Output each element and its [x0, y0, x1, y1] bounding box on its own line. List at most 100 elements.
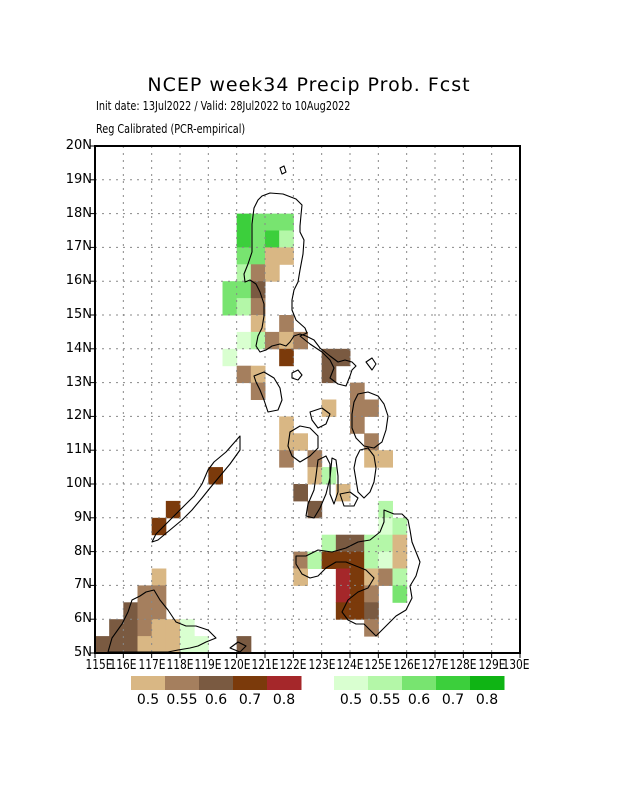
below-normal-legend-label: 0.8 — [272, 692, 296, 708]
probability-cell — [392, 585, 408, 603]
probability-cell — [95, 636, 110, 654]
probability-cell — [222, 281, 238, 299]
lat-label: 16N — [65, 273, 92, 289]
probability-cell — [236, 230, 252, 248]
coast-batanes — [279, 165, 287, 175]
probability-cell — [265, 331, 280, 350]
coast-mindanao — [295, 509, 421, 637]
probability-cell — [151, 585, 167, 603]
probability-cell — [165, 636, 181, 654]
below-normal-legend-swatch — [267, 676, 302, 690]
probability-cell — [123, 602, 138, 620]
probability-cell — [151, 568, 167, 586]
lon-label: 123E — [308, 658, 336, 673]
above-normal-legend-swatch — [334, 676, 369, 690]
probability-cell — [250, 247, 266, 265]
probability-cell — [392, 517, 408, 536]
above-normal-legend-label: 0.7 — [441, 692, 465, 708]
probability-cell — [350, 534, 365, 553]
probability-cell — [321, 399, 337, 417]
probability-cell — [321, 534, 337, 553]
probability-cell — [279, 230, 294, 248]
probability-cell — [279, 416, 294, 434]
probability-cell — [293, 568, 308, 586]
probability-cell — [293, 484, 308, 502]
probability-cell — [378, 551, 393, 569]
probability-cell — [307, 467, 323, 485]
coast-sulu — [229, 641, 247, 653]
below-normal-legend-swatch — [165, 676, 200, 690]
lon-label: 124E — [336, 658, 364, 673]
probability-cell — [378, 450, 393, 468]
probability-cell — [364, 399, 379, 417]
probability-cell — [236, 365, 252, 384]
probability-cell — [250, 264, 266, 282]
lat-label: 14N — [65, 340, 92, 356]
lon-label: 120E — [223, 658, 251, 673]
probability-cell — [279, 433, 294, 451]
probability-cell — [378, 568, 393, 586]
probability-cell — [364, 602, 379, 620]
probability-cell — [250, 213, 266, 231]
probability-cell — [236, 331, 252, 350]
lon-label: 125E — [364, 658, 392, 673]
lon-label: 122E — [279, 658, 307, 673]
probability-cell — [335, 602, 351, 620]
probability-cell — [236, 213, 252, 231]
probability-cell — [137, 619, 153, 637]
probability-cell — [151, 619, 167, 637]
coast-samar — [351, 391, 389, 449]
probability-cell — [321, 551, 337, 569]
probability-cell — [364, 568, 379, 586]
lon-label: 128E — [449, 658, 477, 673]
probability-cell — [165, 619, 181, 637]
probability-cell — [279, 315, 294, 333]
probability-cell — [279, 213, 294, 231]
coast-marinduque — [291, 369, 303, 381]
lon-label: 130E — [502, 658, 530, 673]
probability-cell — [293, 433, 308, 451]
probability-cell — [109, 636, 124, 654]
map-subtitle-method: Reg Calibrated (PCR-empirical) — [96, 121, 246, 136]
lat-label: 13N — [65, 374, 92, 390]
map-frame — [94, 145, 521, 654]
probability-cell — [137, 585, 153, 603]
probability-cell — [265, 230, 280, 248]
probability-cell — [392, 551, 408, 569]
probability-cell — [321, 348, 337, 367]
gridlines — [95, 146, 520, 653]
coast-borneo — [107, 589, 217, 653]
below-normal-legend-swatch — [233, 676, 268, 690]
probability-cell — [265, 264, 280, 282]
above-normal-legend-label: 0.5 — [339, 692, 363, 708]
probability-cell — [109, 619, 124, 637]
coast-palawan — [151, 435, 241, 543]
probability-cell — [250, 230, 266, 248]
legend-bars — [131, 676, 505, 690]
below-normal-legend-swatch — [199, 676, 234, 690]
lat-label: 12N — [65, 408, 92, 424]
below-normal-legend-label: 0.6 — [204, 692, 228, 708]
probability-cell — [279, 348, 294, 367]
lat-label: 11N — [65, 442, 92, 458]
probability-cell — [392, 534, 408, 553]
probability-cell — [265, 213, 280, 231]
probability-cell — [350, 585, 365, 603]
probability-cell — [180, 636, 195, 654]
lon-label: 127E — [421, 658, 449, 673]
probability-cell — [350, 602, 365, 620]
probability-cell — [208, 467, 223, 485]
probability-cell — [364, 534, 379, 553]
probability-cell — [250, 298, 266, 316]
below-normal-legend-label: 0.55 — [166, 692, 198, 708]
probability-cells — [95, 213, 408, 654]
probability-cell — [222, 298, 238, 316]
lat-label: 5N — [74, 645, 92, 660]
coastlines — [107, 165, 421, 653]
lon-label: 121E — [251, 658, 279, 673]
lat-label: 8N — [74, 543, 92, 559]
probability-cell — [265, 247, 280, 265]
lat-label: 19N — [65, 171, 92, 187]
above-normal-legend-swatch — [436, 676, 471, 690]
